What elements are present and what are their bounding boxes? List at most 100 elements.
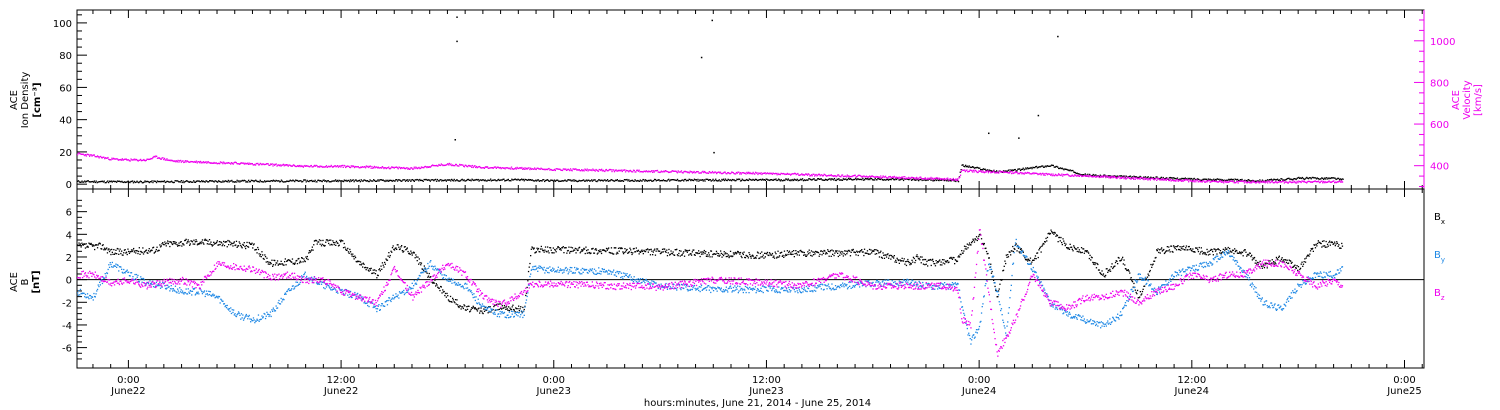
data-point (1154, 257, 1156, 259)
data-point (172, 241, 174, 243)
data-point (1339, 180, 1341, 182)
data-point (932, 258, 934, 260)
data-point (123, 158, 125, 161)
data-point (856, 178, 859, 180)
data-point (471, 166, 473, 168)
data-point (210, 241, 212, 243)
data-point (155, 250, 157, 252)
data-point (647, 248, 649, 250)
data-point (338, 244, 340, 246)
data-point (423, 166, 426, 168)
data-point (407, 168, 409, 170)
data-point (497, 166, 499, 168)
data-point (1019, 169, 1022, 171)
data-point (551, 252, 553, 254)
data-point (746, 178, 748, 181)
data-point (1076, 175, 1078, 177)
data-point (311, 179, 313, 182)
data-point (610, 252, 612, 254)
data-point (184, 160, 186, 162)
data-point (565, 168, 567, 170)
data-point (397, 168, 399, 170)
data-point (620, 180, 622, 182)
data-point (442, 164, 444, 167)
data-point (360, 166, 363, 169)
data-point (1086, 175, 1088, 177)
data-point (228, 162, 230, 164)
data-point (1135, 177, 1137, 179)
data-point (1327, 181, 1329, 183)
data-point (624, 179, 626, 181)
data-point (638, 253, 640, 255)
data-point (732, 172, 734, 174)
data-point (1213, 178, 1215, 180)
data-point (1011, 250, 1013, 252)
data-point (443, 164, 445, 166)
data-point (258, 164, 261, 166)
data-point (439, 289, 441, 292)
data-point (716, 172, 718, 174)
data-point (902, 260, 905, 262)
data-point (931, 178, 933, 180)
data-point (717, 253, 720, 255)
data-point (535, 251, 537, 254)
data-point (481, 312, 484, 314)
data-point (580, 170, 582, 172)
data-point (341, 240, 343, 242)
data-point (588, 169, 590, 171)
data-point (1127, 177, 1129, 179)
data-point (338, 165, 340, 168)
data-point (1190, 178, 1192, 180)
data-point (742, 252, 744, 254)
data-point (959, 174, 962, 176)
data-point (870, 177, 872, 179)
data-point (622, 180, 625, 182)
data-point (780, 172, 782, 174)
data-point (478, 166, 480, 168)
data-point (1125, 175, 1127, 177)
data-point (1248, 181, 1250, 183)
data-point (538, 180, 540, 182)
data-point (734, 173, 736, 175)
data-point (373, 165, 375, 168)
data-point (893, 255, 895, 257)
data-point (871, 250, 873, 252)
data-point (1050, 164, 1053, 166)
data-point (1041, 244, 1044, 246)
data-point (1177, 178, 1179, 181)
data-point (1074, 174, 1076, 176)
data-point (447, 295, 449, 297)
data-point (699, 179, 701, 181)
data-point (418, 263, 420, 265)
data-point (435, 164, 438, 167)
data-point (979, 167, 981, 169)
data-point (666, 180, 668, 182)
data-point (443, 179, 446, 181)
data-point (623, 179, 626, 181)
data-point (347, 247, 349, 250)
data-point (212, 180, 214, 182)
data-point (435, 178, 437, 181)
data-point (898, 262, 900, 264)
data-point (597, 252, 599, 254)
data-point (1091, 175, 1093, 178)
data-point (911, 259, 913, 261)
data-point (681, 254, 683, 256)
data-point (1022, 251, 1024, 253)
data-point (89, 155, 91, 157)
data-point (547, 179, 549, 181)
data-point (564, 168, 566, 171)
data-point (424, 268, 426, 270)
data-point (725, 252, 727, 254)
data-point (1155, 176, 1157, 178)
data-point (792, 173, 794, 175)
data-point (894, 177, 896, 179)
data-point (498, 179, 501, 182)
data-point (999, 170, 1002, 172)
data-point (91, 245, 94, 247)
data-point (1314, 180, 1317, 182)
data-point (820, 250, 822, 252)
data-point (213, 241, 215, 243)
data-point (619, 179, 621, 182)
data-point (634, 251, 636, 253)
